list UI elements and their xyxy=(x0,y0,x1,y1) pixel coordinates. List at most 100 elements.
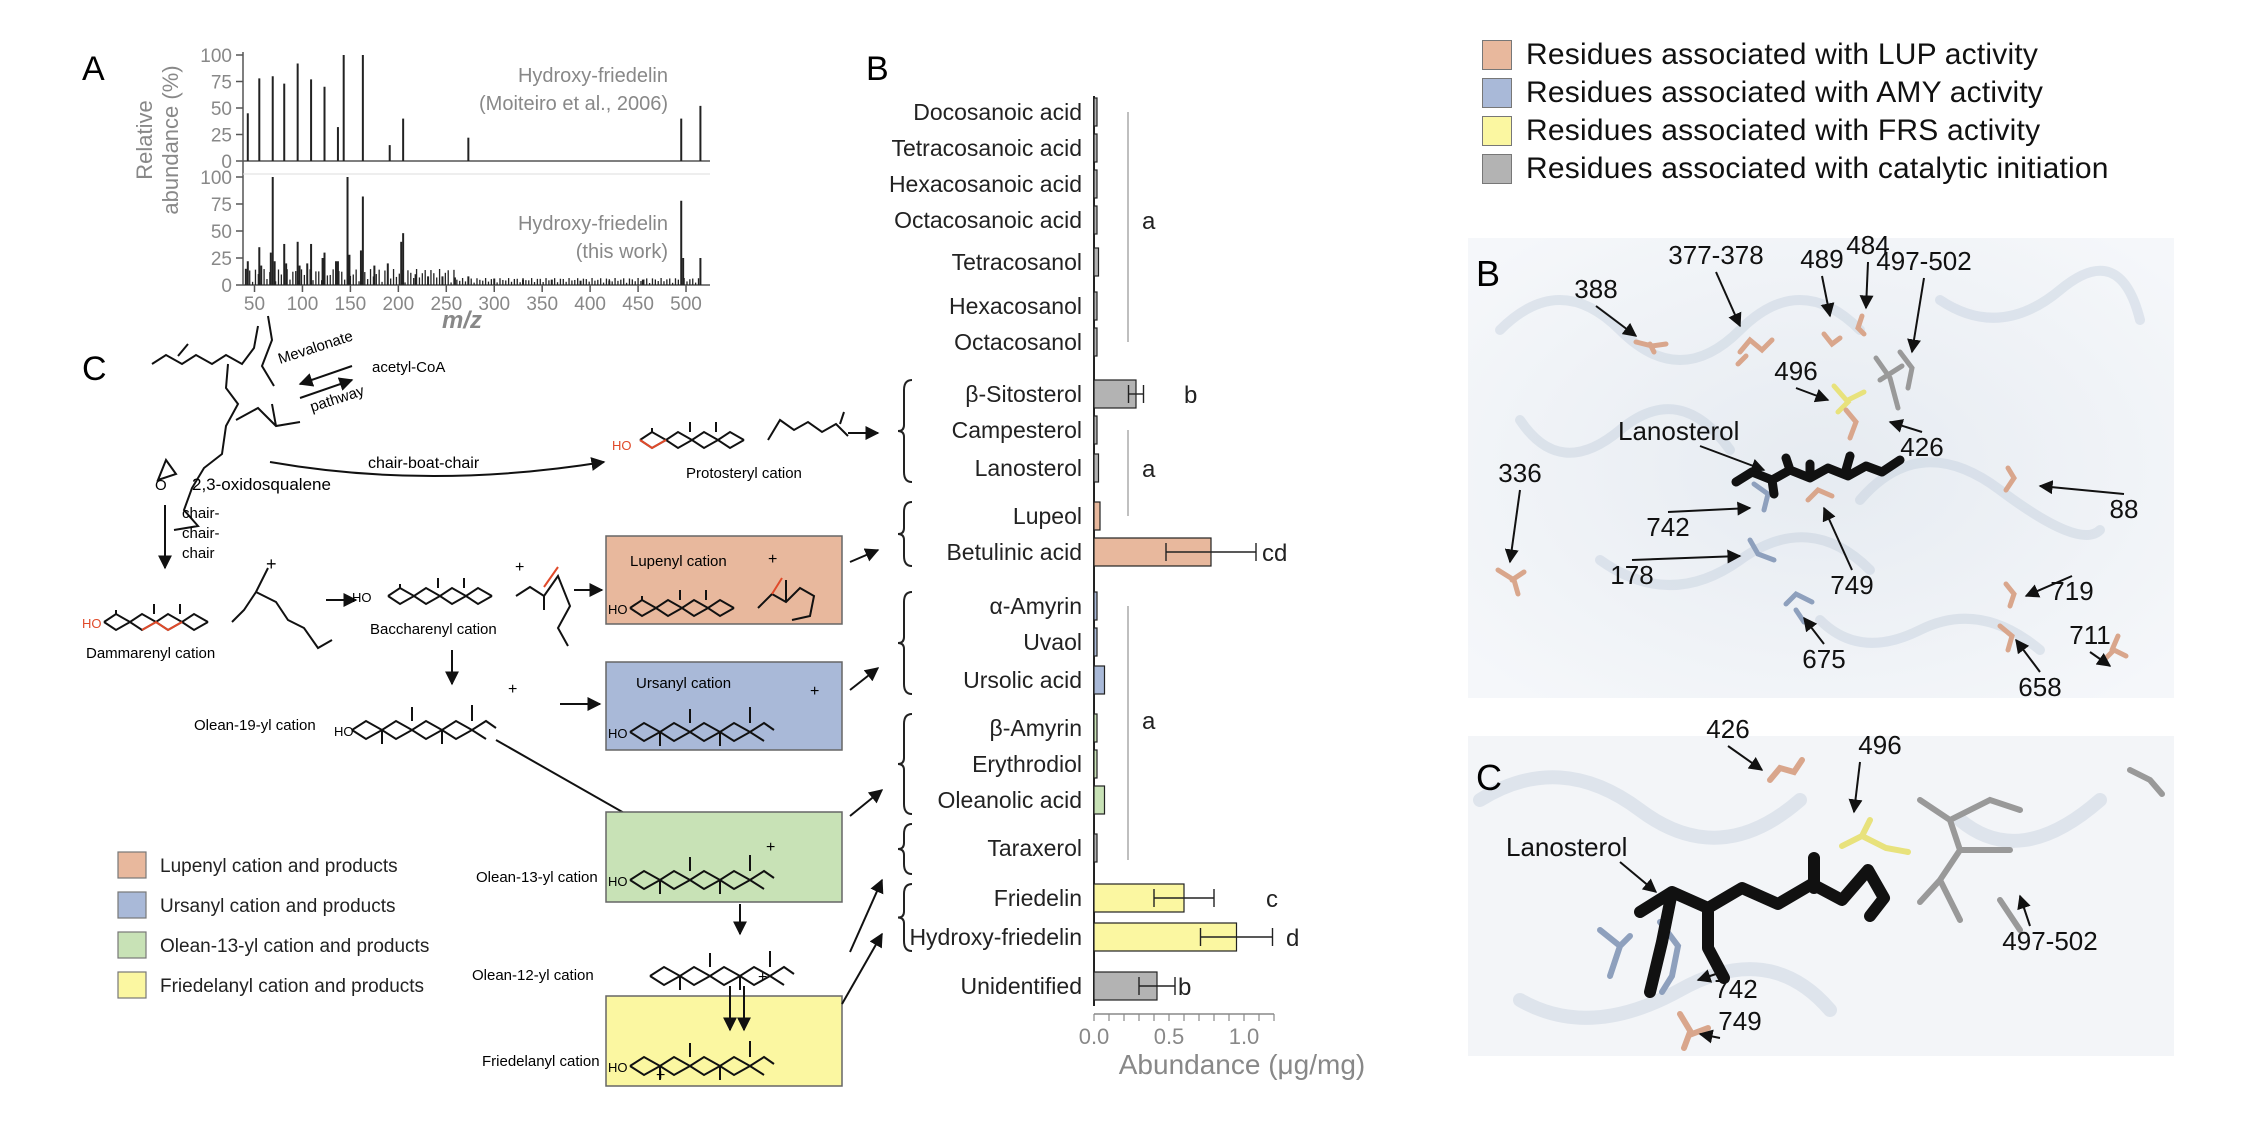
bar-category-label: Hexacosanol xyxy=(949,293,1082,319)
a-xtick-label: 250 xyxy=(430,294,462,315)
bar xyxy=(1093,205,1098,235)
olean19-structure xyxy=(351,704,497,745)
bar xyxy=(1093,97,1098,127)
a-ytick-label: 25 xyxy=(211,249,232,270)
baccharenyl-label: Baccharenyl cation xyxy=(370,621,497,638)
bar xyxy=(1093,169,1098,199)
o19-plus: + xyxy=(508,681,517,698)
bar-category-label: Lupeol xyxy=(1013,503,1082,529)
panel-c: C 2,3-oxidosqualene O Mevalonate acetyl-… xyxy=(82,315,884,1087)
residue-label: 426 xyxy=(1900,432,1943,462)
residue-label: 496 xyxy=(1858,730,1901,760)
bar-category-label: Octacosanol xyxy=(954,329,1082,355)
a-bot-caption2: (this work) xyxy=(576,241,668,263)
struct-c-label: C xyxy=(1476,757,1502,798)
b-xtick-label: 0.5 xyxy=(1154,1024,1185,1049)
legend-label: Residues associated with AMY activity xyxy=(1526,76,2044,109)
bar-category-label: Hexacosanoic acid xyxy=(889,171,1082,197)
residue-arrow xyxy=(1698,1029,1721,1044)
ccc2: chair- xyxy=(182,525,220,542)
a-xtick-label: 200 xyxy=(382,294,414,315)
bar xyxy=(1093,453,1100,483)
structure-legend-item: Residues associated with AMY activity xyxy=(1482,76,2043,110)
residue-arrow xyxy=(2024,575,2073,598)
bar xyxy=(1093,291,1098,321)
ligand-arrow xyxy=(1699,445,1766,473)
ylabel-line1: Relative xyxy=(132,100,157,179)
group-brace xyxy=(897,823,913,875)
group-brace xyxy=(897,501,913,567)
ursanyl-label: Ursanyl cation xyxy=(636,675,731,692)
legend-label: Friedelanyl cation and products xyxy=(160,976,424,997)
panel-b-label: B xyxy=(866,50,889,88)
damm-ho: HO xyxy=(82,616,102,631)
struct-b-label: B xyxy=(1476,253,1500,294)
residue-label: 711 xyxy=(2069,620,2110,650)
residue-arrow xyxy=(1727,745,1764,771)
residue-label: 675 xyxy=(1802,644,1845,674)
legend-label: Lupenyl cation and products xyxy=(160,856,398,877)
bar-category-label: Hydroxy-friedelin xyxy=(909,924,1082,950)
mechanism-legend: Lupenyl cation and products Ursanyl catio… xyxy=(117,851,429,999)
residue-label: 88 xyxy=(2110,494,2139,524)
residue-label: 388 xyxy=(1574,274,1617,304)
lanosterol-ligand-b xyxy=(1731,451,1905,499)
olean13-label: Olean-13-yl cation xyxy=(476,869,598,886)
bar-category-label: Lanosterol xyxy=(975,455,1082,481)
bar-category-label: Tetracosanol xyxy=(952,249,1082,275)
fr-ho: HO xyxy=(608,1060,628,1075)
o13-plus: + xyxy=(766,839,775,856)
a-ytick-label: 50 xyxy=(211,99,232,120)
a-ytick-label: 0 xyxy=(221,152,232,173)
structure-legend-item: Residues associated with LUP activity xyxy=(1482,38,2038,72)
a-xtick-label: 50 xyxy=(244,294,265,315)
residue-arrow xyxy=(2015,638,2041,673)
legend-swatch xyxy=(1482,40,1512,70)
significance-letter: b xyxy=(1178,974,1191,1001)
bar xyxy=(1093,785,1106,815)
a-xtick-label: 400 xyxy=(574,294,606,315)
urs-ho: HO xyxy=(608,726,628,741)
b-xlabel: Abundance (μg/mg) xyxy=(1119,1049,1366,1080)
bar-category-label: Erythrodiol xyxy=(972,751,1082,777)
residue-label: 377-378 xyxy=(1668,240,1763,270)
residue-label: 742 xyxy=(1646,512,1689,542)
lup-plus: + xyxy=(768,551,777,568)
residue-arrow xyxy=(1859,261,1874,310)
residue-label: 497-502 xyxy=(2002,926,2097,956)
a-yticks-bot: 0 25 50 75 100 xyxy=(200,168,243,297)
legend-label: Olean-13-yl cation and products xyxy=(160,936,429,957)
bacc-plus: + xyxy=(515,559,524,576)
significance-letter: a xyxy=(1142,208,1156,235)
lupenyl-box xyxy=(605,535,843,625)
olean12-label: Olean-12-yl cation xyxy=(472,967,594,984)
bar-category-label: β-Amyrin xyxy=(990,715,1082,741)
residue-arrow xyxy=(1795,387,1830,403)
acetyl-coa: acetyl-CoA xyxy=(372,359,445,376)
lupenyl-structure xyxy=(629,577,816,621)
structure-legend-item: Residues associated with catalytic initi… xyxy=(1482,152,2109,186)
lup-ho: HO xyxy=(608,602,628,617)
group-brace xyxy=(897,379,913,483)
bar xyxy=(1093,665,1106,695)
bar-category-label: Docosanoic acid xyxy=(913,99,1082,125)
legend-swatch xyxy=(117,931,147,959)
fr-plus: + xyxy=(656,1067,665,1084)
group-brace xyxy=(897,591,913,695)
a-xtick-label: 150 xyxy=(335,294,367,315)
oxidosqualene-structure xyxy=(151,315,301,531)
legend-label: Residues associated with catalytic initi… xyxy=(1526,152,2109,185)
residue-arrow xyxy=(1631,549,1742,564)
bar xyxy=(1093,833,1098,863)
bar-category-label: β-Sitosterol xyxy=(965,381,1082,407)
protosteryl-structure xyxy=(639,411,849,450)
bacc-ho: HO xyxy=(352,590,372,605)
panel-a: A Relative abundance (%) 0 25 50 75 100 0 25 5… xyxy=(82,46,710,334)
residue-arrow xyxy=(1803,616,1825,645)
cbc-label: chair-boat-chair xyxy=(368,455,480,472)
oxido-label: 2,3-oxidosqualene xyxy=(192,475,331,494)
ccc3: chair xyxy=(182,545,215,562)
